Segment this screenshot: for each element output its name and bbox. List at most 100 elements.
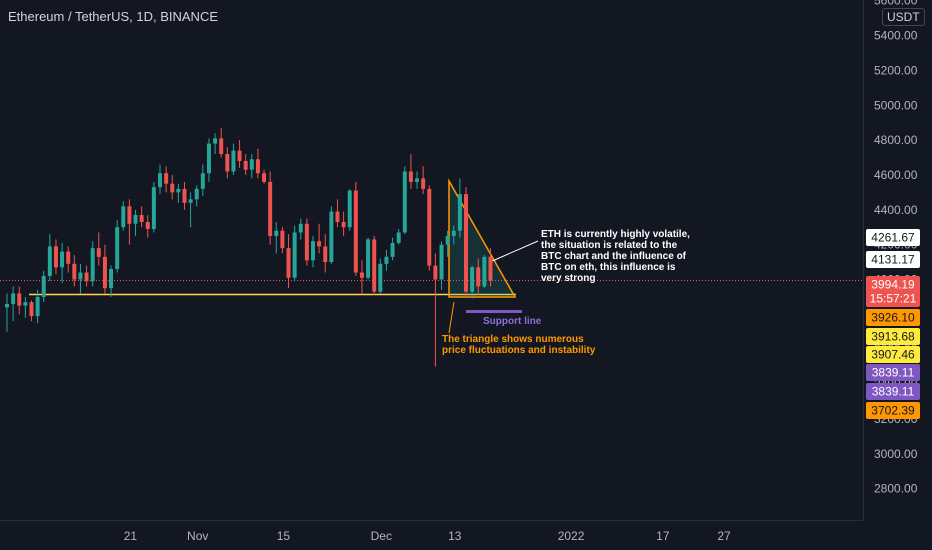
eth-note-line: very strong (541, 273, 595, 284)
price-tag (866, 402, 920, 419)
candle-body (78, 272, 83, 280)
price-tag (866, 309, 920, 326)
time-tick-label: 13 (448, 529, 462, 543)
candle-body (439, 244, 444, 280)
candle-body (292, 232, 297, 278)
candle-body (427, 188, 432, 266)
candle-body (213, 138, 218, 144)
candles-series (5, 127, 493, 367)
candle-body (488, 256, 493, 281)
candle-body (182, 188, 187, 203)
candle-body (396, 232, 401, 243)
price-tick-label: 4800.00 (874, 133, 918, 147)
candle-body (274, 230, 279, 236)
currency-button[interactable]: USDT (882, 8, 925, 26)
price-tag (866, 229, 920, 246)
symbol-title[interactable]: Ethereum / TetherUS, 1D, BINANCE (8, 9, 219, 24)
candle-body (194, 188, 199, 200)
price-tag (866, 364, 920, 381)
candle-body (158, 173, 162, 188)
candle-body (341, 221, 346, 228)
candle-body (170, 183, 175, 193)
price-tag (866, 328, 920, 345)
candle-body (476, 267, 481, 287)
candle-body (304, 223, 309, 261)
candle-body (329, 211, 334, 263)
candle-body (311, 241, 315, 261)
candle-body (268, 181, 273, 236)
candle-body (60, 251, 65, 268)
price-tag (866, 346, 920, 363)
price-tick-label: 3000.00 (874, 447, 918, 461)
time-tick-label: Nov (187, 529, 208, 543)
candle-body (366, 239, 371, 278)
candle-body (451, 230, 456, 236)
candle-body (280, 230, 285, 249)
candle-body (384, 256, 389, 264)
candle-body (72, 263, 77, 280)
triangle-note-line: price fluctuations and instability (442, 345, 596, 356)
candle-body (188, 199, 193, 203)
candle-body (219, 138, 224, 155)
candle-body (243, 161, 248, 170)
candle-body (378, 263, 383, 292)
time-tick-label: 27 (717, 529, 731, 543)
candle-body (17, 293, 22, 306)
candle-body (298, 223, 303, 233)
candle-body (408, 171, 413, 182)
candle-body (457, 194, 462, 231)
candle-body (482, 256, 487, 287)
candle-body (470, 267, 475, 292)
time-tick-label: 17 (656, 529, 670, 543)
price-tick-label: 4600.00 (874, 168, 918, 182)
price-tick-label: 5000.00 (874, 98, 918, 112)
candle-body (35, 296, 40, 317)
price-tag-label: 3913.68 (871, 330, 915, 344)
candle-body (90, 248, 95, 282)
candle-body (445, 235, 450, 245)
time-axis[interactable]: 21 Nov 15 Dec 13 2022 17 27 (124, 529, 731, 543)
candle-body (115, 227, 120, 270)
price-tick-label: 2800.00 (874, 482, 918, 496)
eth-note-connector (489, 240, 539, 263)
price-tag-label: 3994.19 (871, 278, 915, 292)
price-tick-label: 5600.00 (874, 0, 918, 8)
candle-body (464, 194, 468, 292)
candle-body (11, 293, 16, 304)
candle-body (359, 272, 364, 278)
candle-body (353, 190, 358, 273)
candle-body (421, 178, 426, 189)
candle-body (206, 143, 211, 174)
candle-body (121, 206, 126, 228)
eth-note-line: BTC on eth, this influence is (541, 262, 676, 273)
price-tag-label: 15:57:21 (870, 292, 917, 306)
candle-body (84, 272, 89, 282)
candle-body (127, 206, 132, 224)
candle-body (66, 251, 71, 264)
price-tag-label: 3926.10 (871, 311, 915, 325)
candle-body (225, 154, 230, 172)
annotations-layer: ETH is currently highly volatile,the sit… (442, 229, 690, 356)
candle-body (200, 173, 205, 189)
candle-body (23, 302, 28, 306)
time-tick-label: Dec (371, 529, 392, 543)
price-tag-label: 3839.11 (872, 366, 915, 380)
price-tag-label: 4131.17 (871, 253, 915, 267)
eth-note-line: the situation is related to the (541, 240, 678, 251)
candle-body (96, 248, 101, 257)
time-tick-label: 21 (124, 529, 138, 543)
candle-body (145, 221, 150, 229)
candle-body (347, 190, 352, 228)
candle-body (109, 269, 114, 289)
candle-body (5, 303, 9, 308)
candle-body (29, 302, 34, 317)
candle-body (402, 171, 407, 233)
price-axis[interactable]: 2800.003000.003200.003400.003600.003800.… (874, 0, 918, 496)
price-tick-label: 5400.00 (874, 29, 918, 43)
price-tick-label: 5200.00 (874, 63, 918, 77)
price-tag (866, 290, 920, 307)
price-tag (866, 383, 920, 400)
candle-body (335, 211, 340, 222)
